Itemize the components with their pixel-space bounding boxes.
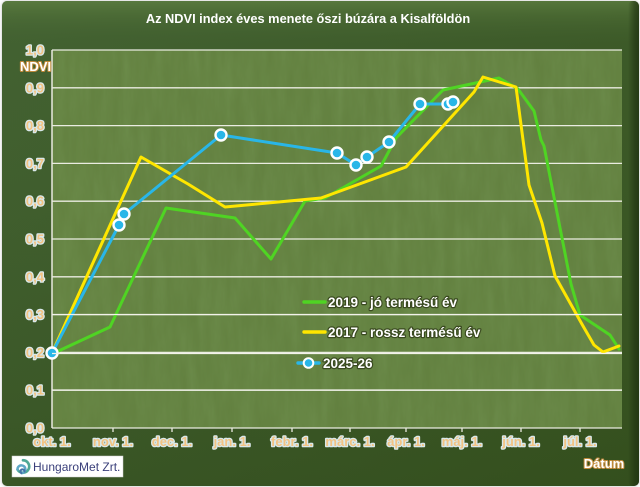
svg-text:dec. 1.: dec. 1. [152,434,192,449]
svg-text:nov. 1.: nov. 1. [93,434,133,449]
svg-text:jan. 1.: jan. 1. [213,434,251,449]
svg-text:Dátum: Dátum [584,456,624,471]
svg-text:0,2: 0,2 [26,345,44,360]
svg-text:2019 - jó termésű év: 2019 - jó termésű év [328,295,458,310]
svg-text:júl. 1.: júl. 1. [562,434,596,449]
svg-text:1,0: 1,0 [26,43,44,58]
svg-text:máj. 1.: máj. 1. [442,434,482,449]
svg-text:0,7: 0,7 [26,156,44,171]
svg-text:0,3: 0,3 [26,307,44,322]
svg-text:NDVI: NDVI [20,59,51,74]
svg-text:0,5: 0,5 [26,232,44,247]
svg-text:ápr. 1.: ápr. 1. [387,434,425,449]
svg-text:0,9: 0,9 [26,80,44,95]
svg-text:2017 - rossz termésű év: 2017 - rossz termésű év [328,325,481,340]
svg-text:HungaroMet Zrt.: HungaroMet Zrt. [33,460,120,474]
svg-text:márc. 1.: márc. 1. [325,434,374,449]
svg-text:0,1: 0,1 [26,383,44,398]
svg-text:jún. 1.: jún. 1. [501,434,540,449]
svg-text:febr. 1.: febr. 1. [271,434,313,449]
svg-text:Az NDVI index éves menete őszi: Az NDVI index éves menete őszi búzára a … [146,11,470,26]
svg-text:0,8: 0,8 [26,118,44,133]
svg-text:okt. 1.: okt. 1. [33,434,71,449]
svg-text:0,4: 0,4 [26,269,45,284]
svg-text:2025-26: 2025-26 [323,356,373,371]
svg-text:0,6: 0,6 [26,194,44,209]
